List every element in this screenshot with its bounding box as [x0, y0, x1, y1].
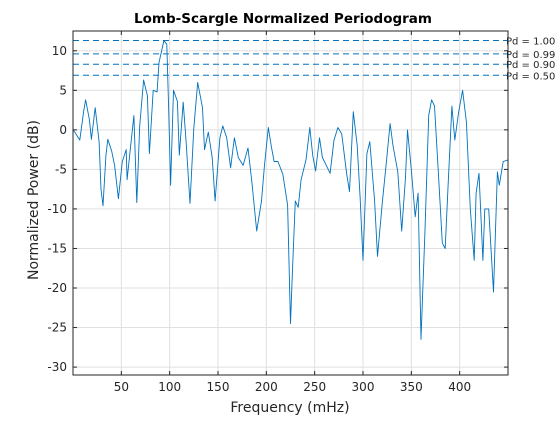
plot-frame [72, 30, 509, 376]
y-tick-label: 10 [52, 44, 67, 58]
series [72, 40, 509, 340]
y-tick-label: 0 [59, 123, 67, 137]
y-tick-label: -5 [55, 162, 67, 176]
x-tick-label: 200 [255, 380, 278, 394]
x-tick-label: 300 [352, 380, 375, 394]
x-tick-label: 250 [303, 380, 326, 394]
x-tick-label: 350 [400, 380, 423, 394]
threshold-label: Pd = 0.50 [506, 71, 555, 82]
threshold-label: Pd = 0.99 [506, 50, 555, 61]
chart-title: Lomb-Scargle Normalized Periodogram [134, 11, 432, 27]
x-axis-label: Frequency (mHz) [230, 400, 349, 416]
x-tick-label: 400 [448, 380, 471, 394]
x-tick-label: 50 [114, 380, 129, 394]
y-tick-label: -25 [47, 321, 67, 335]
y-tick-label: -15 [47, 241, 67, 255]
ticks: 50 100 150 200 250 300 350 4001050-5-10-15-20-2… [47, 31, 508, 394]
y-tick-label: 5 [59, 83, 67, 97]
threshold-label: Pd = 1.00 [506, 36, 555, 47]
y-axis-label: Normalized Power (dB) [26, 120, 42, 280]
threshold-lines [73, 39, 508, 76]
periodogram-line [72, 40, 509, 340]
x-tick-label: 150 [207, 380, 230, 394]
threshold-label: Pd = 0.90 [506, 60, 555, 71]
y-tick-label: -30 [47, 360, 67, 374]
y-tick-label: -10 [47, 202, 67, 216]
y-tick-label: -20 [47, 281, 67, 295]
x-tick-label: 100 [158, 380, 181, 394]
